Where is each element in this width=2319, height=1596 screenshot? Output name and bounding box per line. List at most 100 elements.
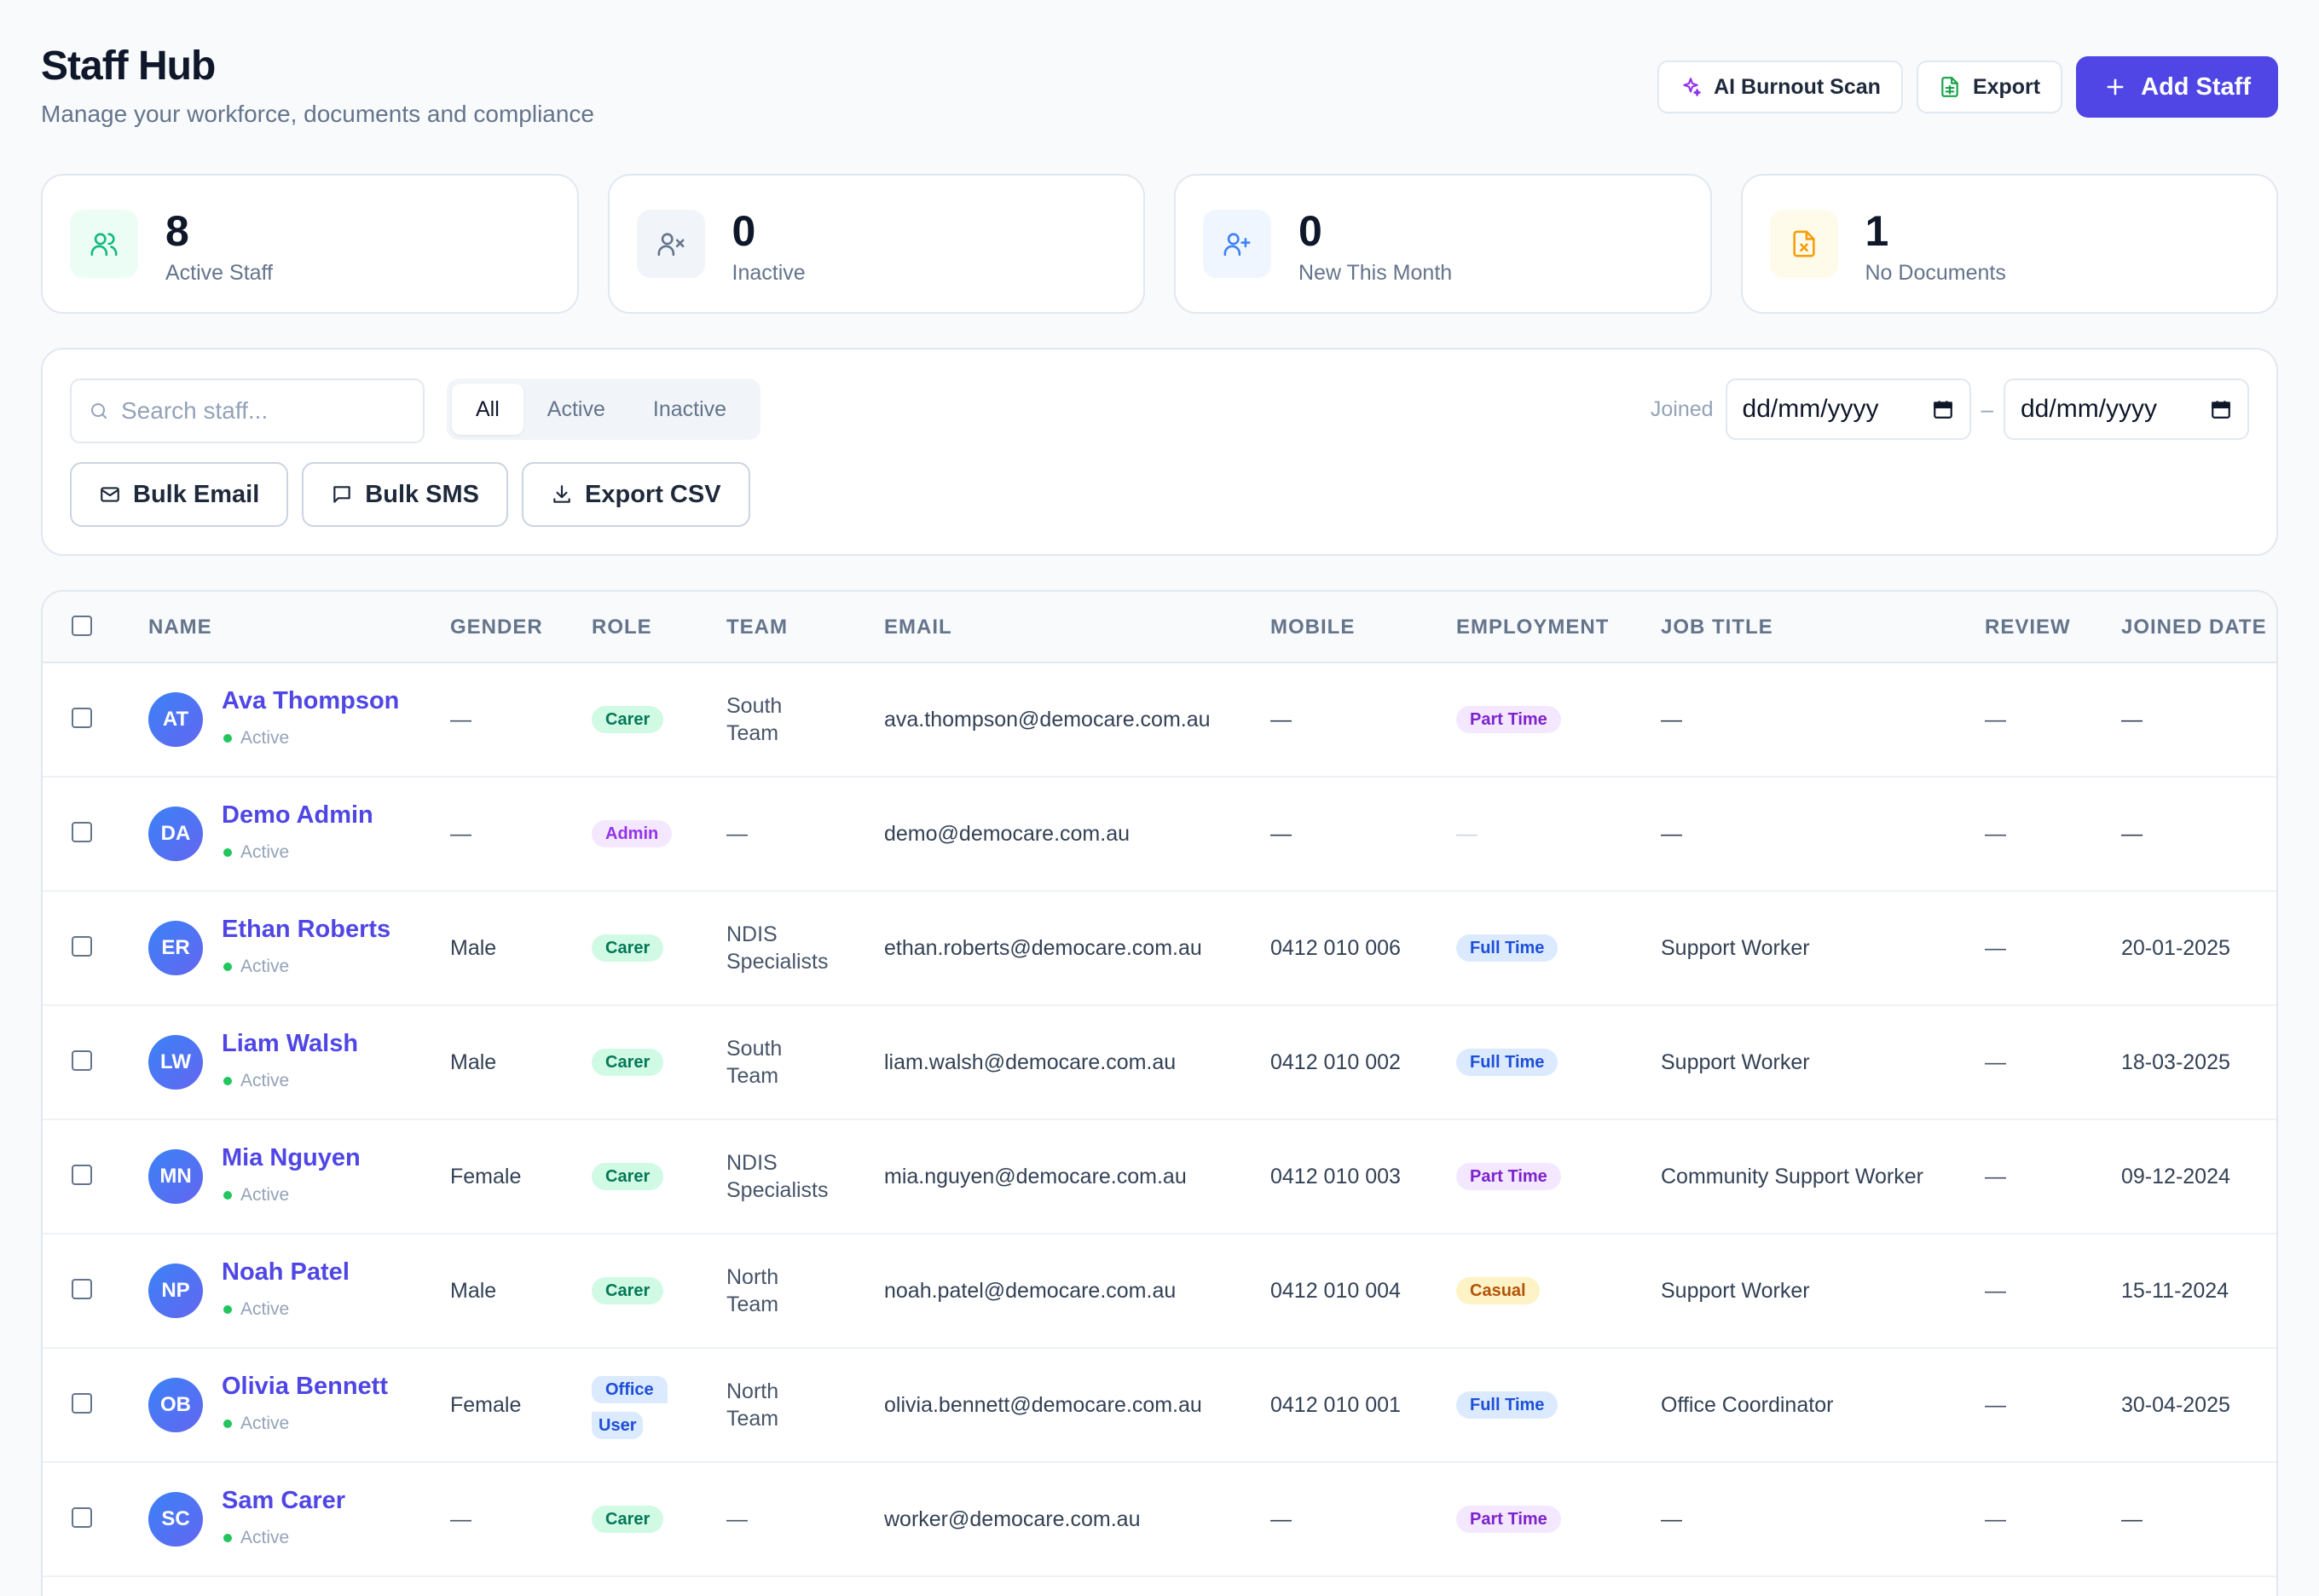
column-header-joined-date[interactable]: JOINED DATE [2121, 616, 2267, 639]
status-text: Active [240, 1071, 290, 1090]
column-header-employment[interactable]: EMPLOYMENT [1456, 616, 1610, 639]
search-box[interactable] [70, 379, 425, 443]
review-cell: — [1985, 936, 2006, 960]
review-cell: — [1985, 1050, 2006, 1074]
mobile-cell: 0412 010 002 [1270, 1050, 1401, 1074]
staff-name-link[interactable]: Noah Patel [222, 1258, 350, 1286]
avatar: SC [148, 1492, 203, 1547]
status-dot [223, 734, 232, 743]
row-checkbox[interactable] [72, 1393, 92, 1414]
column-header-review[interactable]: REVIEW [1985, 616, 2071, 639]
user-x-icon [636, 210, 705, 278]
team-cell: — [726, 1507, 748, 1531]
status-text: Active [240, 1414, 290, 1433]
gender-cell: — [450, 822, 471, 846]
staff-name-link[interactable]: Demo Admin [222, 801, 373, 829]
table-row[interactable]: OB Olivia Bennett Active Female Office U… [43, 1349, 2276, 1463]
table-header: NAME GENDER ROLE TEAM EMAIL MOBILE EMPLO… [43, 592, 2276, 663]
bulk-sms-label: Bulk SMS [365, 480, 480, 508]
bulk-email-button[interactable]: Bulk Email [70, 462, 289, 527]
column-header-gender[interactable]: GENDER [450, 616, 543, 639]
avatar: AT [148, 692, 203, 747]
stat-value: 0 [1298, 207, 1322, 255]
plus-icon [2103, 75, 2127, 99]
employment-cell: — [1456, 822, 1478, 846]
bulk-sms-button[interactable]: Bulk SMS [302, 462, 509, 527]
table-row[interactable]: ER Ethan Roberts Active Male Carer NDIS S… [43, 892, 2276, 1006]
team-line: North [726, 1379, 779, 1403]
employment-badge: Casual [1456, 1277, 1540, 1304]
filter-active[interactable]: Active [546, 396, 605, 421]
table-row[interactable]: DA Demo Admin Active — Admin — demo@demo… [43, 778, 2276, 892]
date-from-input[interactable]: dd/mm/yyyy [1725, 379, 1971, 440]
date-range-separator: – [1981, 396, 1993, 422]
job-title-cell: Office Coordinator [1661, 1393, 1834, 1417]
table-row[interactable]: NP Noah Patel Active Male Carer North Tea… [43, 1235, 2276, 1349]
stat-label: No Documents [1865, 261, 2006, 285]
table-row[interactable]: LW Liam Walsh Active Male Carer South Tea… [43, 1006, 2276, 1120]
team-cell: North Team [726, 1264, 846, 1318]
staff-name-link[interactable]: Liam Walsh [222, 1030, 359, 1057]
status-indicator: Active [223, 1185, 289, 1206]
job-title-cell: Support Worker [1661, 936, 1810, 960]
team-line: Team [726, 1064, 779, 1088]
export-label: Export [1972, 74, 2041, 99]
column-header-role[interactable]: ROLE [592, 616, 652, 639]
status-dot [223, 1534, 232, 1542]
email-cell: mia.nguyen@democare.com.au [884, 1165, 1187, 1188]
filter-all[interactable]: All [452, 384, 523, 435]
avatar: DA [148, 807, 203, 861]
stat-card-inactive: 0 Inactive [607, 174, 1145, 314]
row-checkbox[interactable] [72, 1050, 92, 1071]
add-staff-button[interactable]: Add Staff [2076, 56, 2278, 118]
ai-burnout-scan-button[interactable]: AI Burnout Scan [1657, 61, 1903, 113]
column-header-job-title[interactable]: JOB TITLE [1661, 616, 1773, 639]
user-plus-icon [1203, 210, 1271, 278]
export-button[interactable]: Export [1916, 61, 2063, 113]
team-cell: — [726, 822, 748, 846]
search-input[interactable] [121, 397, 406, 425]
calendar-icon[interactable] [1932, 398, 1954, 420]
staff-name-link[interactable]: Ethan Roberts [222, 916, 391, 943]
status-indicator: Active [223, 842, 289, 863]
staff-name-link[interactable]: Mia Nguyen [222, 1144, 361, 1171]
row-checkbox[interactable] [72, 1279, 92, 1299]
row-checkbox[interactable] [72, 822, 92, 842]
row-checkbox[interactable] [72, 936, 92, 957]
row-checkbox[interactable] [72, 708, 92, 728]
column-header-email[interactable]: EMAIL [884, 616, 952, 639]
calendar-icon[interactable] [2210, 398, 2232, 420]
staff-name-link[interactable]: Olivia Bennett [222, 1373, 388, 1400]
export-csv-button[interactable]: Export CSV [522, 462, 750, 527]
stat-card-no-documents: 1 No Documents [1740, 174, 2278, 314]
filter-inactive[interactable]: Inactive [652, 396, 727, 421]
staff-name-link[interactable]: Sam Carer [222, 1487, 346, 1514]
export-csv-label: Export CSV [585, 480, 721, 508]
table-row[interactable]: AT Ava Thompson Active — Carer South Team… [43, 663, 2276, 778]
team-line: Team [726, 1292, 779, 1316]
gender-cell: Female [450, 1393, 522, 1417]
email-cell: liam.walsh@democare.com.au [884, 1050, 1177, 1074]
email-cell: ethan.roberts@democare.com.au [884, 936, 1202, 960]
status-indicator: Active [223, 1071, 289, 1091]
column-header-name[interactable]: NAME [148, 616, 212, 639]
employment-badge: Full Time [1456, 1391, 1559, 1419]
gender-cell: Male [450, 1279, 497, 1303]
role-badge: User [592, 1412, 644, 1439]
status-dot [223, 1420, 232, 1428]
date-to-input[interactable]: dd/mm/yyyy [2004, 379, 2249, 440]
row-checkbox[interactable] [72, 1165, 92, 1185]
table-row[interactable]: SC Sam Carer Active — Carer — worker@dem… [43, 1463, 2276, 1577]
select-all-checkbox[interactable] [72, 616, 92, 636]
column-header-team[interactable]: TEAM [726, 616, 788, 639]
gender-cell: — [450, 1507, 471, 1531]
stat-label: Active Staff [165, 261, 273, 285]
mobile-cell: — [1270, 822, 1292, 846]
staff-table: NAME GENDER ROLE TEAM EMAIL MOBILE EMPLO… [41, 590, 2278, 1596]
row-checkbox[interactable] [72, 1507, 92, 1528]
table-row[interactable]: MN Mia Nguyen Active Female Carer NDIS Sp… [43, 1120, 2276, 1235]
staff-name-link[interactable]: Ava Thompson [222, 687, 400, 714]
search-icon [89, 401, 109, 421]
mobile-cell: 0412 010 006 [1270, 936, 1401, 960]
column-header-mobile[interactable]: MOBILE [1270, 616, 1356, 639]
